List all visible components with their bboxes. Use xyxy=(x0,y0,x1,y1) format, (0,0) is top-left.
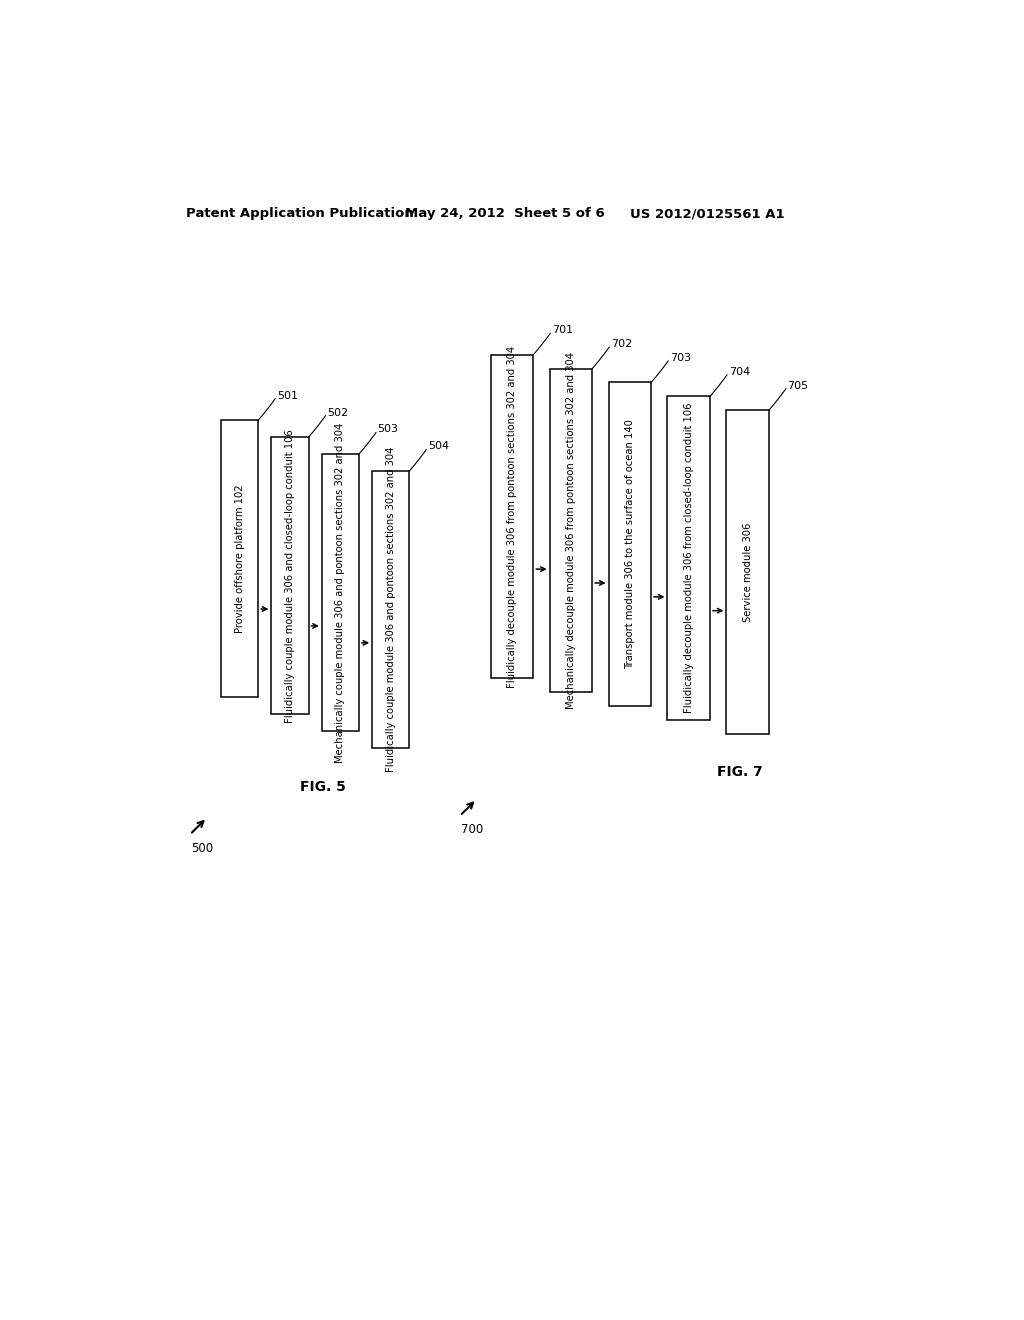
Text: Transport module 306 to the surface of ocean 140: Transport module 306 to the surface of o… xyxy=(625,420,635,669)
Bar xyxy=(271,437,308,714)
Text: FIG. 7: FIG. 7 xyxy=(717,766,763,779)
Bar xyxy=(726,411,769,734)
Text: Fluidically couple module 306 and pontoon sections 302 and 304: Fluidically couple module 306 and pontoo… xyxy=(386,447,395,772)
Text: Service module 306: Service module 306 xyxy=(742,523,753,622)
Text: 500: 500 xyxy=(191,842,214,855)
Bar xyxy=(490,355,534,678)
Bar xyxy=(550,368,592,692)
Text: 504: 504 xyxy=(428,441,450,451)
Text: 701: 701 xyxy=(552,325,573,335)
Bar xyxy=(372,471,410,748)
Text: 503: 503 xyxy=(378,425,398,434)
Text: Patent Application Publication: Patent Application Publication xyxy=(186,207,414,220)
Text: Provide offshore platform 102: Provide offshore platform 102 xyxy=(234,484,245,634)
Text: Mechanically couple module 306 and pontoon sections 302 and 304: Mechanically couple module 306 and ponto… xyxy=(335,422,345,763)
Text: US 2012/0125561 A1: US 2012/0125561 A1 xyxy=(630,207,784,220)
Text: Fluidically couple module 306 and closed-loop conduit 106: Fluidically couple module 306 and closed… xyxy=(285,429,295,722)
Text: Fluidically decouple module 306 from closed-loop conduit 106: Fluidically decouple module 306 from clo… xyxy=(684,403,693,713)
Text: 700: 700 xyxy=(461,824,483,837)
Text: Mechanically decouple module 306 from pontoon sections 302 and 304: Mechanically decouple module 306 from po… xyxy=(566,352,575,709)
Text: 502: 502 xyxy=(328,408,348,417)
Text: Fluidically decouple module 306 from pontoon sections 302 and 304: Fluidically decouple module 306 from pon… xyxy=(507,346,517,688)
Bar xyxy=(221,420,258,697)
Bar xyxy=(608,383,651,706)
Text: 704: 704 xyxy=(729,367,750,376)
Text: 703: 703 xyxy=(670,352,691,363)
Text: May 24, 2012  Sheet 5 of 6: May 24, 2012 Sheet 5 of 6 xyxy=(406,207,605,220)
Text: 702: 702 xyxy=(611,339,632,348)
Text: 501: 501 xyxy=(276,391,298,400)
Bar xyxy=(322,454,359,731)
Bar xyxy=(668,396,710,719)
Text: 705: 705 xyxy=(787,380,809,391)
Text: FIG. 5: FIG. 5 xyxy=(300,780,346,793)
